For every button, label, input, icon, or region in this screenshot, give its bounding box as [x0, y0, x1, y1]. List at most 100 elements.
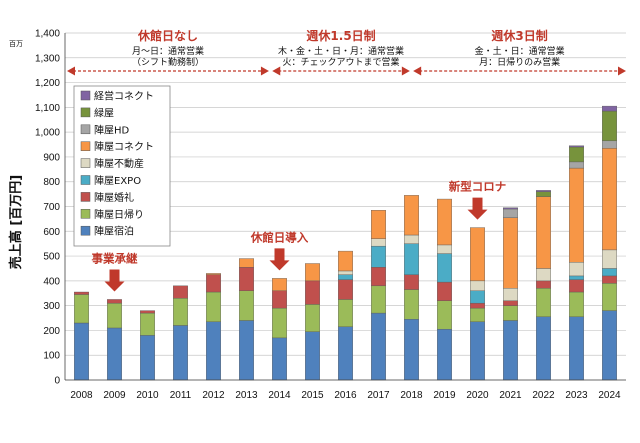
annotation-label: 休館日導入 [250, 230, 309, 244]
bar-segment [272, 278, 287, 291]
bar-segment [536, 196, 551, 269]
bar-segment [206, 273, 221, 275]
legend-label: 陣屋不動産 [94, 157, 144, 170]
bar-segment [470, 280, 485, 291]
x-tick-label: 2015 [301, 390, 324, 401]
bar-segment [602, 275, 617, 284]
phase-arrow-left [413, 66, 422, 76]
y-tick-label: 1,300 [35, 53, 60, 64]
bar-segment [140, 312, 155, 336]
bar-segment [206, 291, 221, 322]
bar-stacks [74, 105, 617, 381]
bar-segment [602, 140, 617, 149]
x-tick-label: 2022 [532, 390, 555, 401]
bar-segment [404, 243, 419, 275]
y-tick-label: 600 [43, 227, 60, 238]
bar-segment [173, 285, 188, 299]
x-tick-label: 2024 [598, 390, 621, 401]
bar-segment [470, 302, 485, 309]
bar-segment [74, 322, 89, 381]
bar-segment [569, 275, 584, 280]
bar-segment [338, 274, 353, 280]
axes: 0 100 200 300 400 500 600 700 800 900 1,000 1,100 1,… [35, 29, 626, 401]
bar-segment [602, 283, 617, 311]
y-tick-label: 500 [43, 252, 60, 263]
y-tick-label: 300 [43, 301, 60, 312]
bar-segment [470, 227, 485, 282]
phase-subtitle: 月：日帰りのみ営業 [479, 56, 560, 68]
phase-subtitle: 月～日：通常営業 [132, 45, 204, 57]
legend-label: 陣屋婚礼 [94, 191, 134, 204]
bar-segment [536, 288, 551, 317]
bar-segment [536, 268, 551, 282]
legend-label: 緑屋 [94, 106, 114, 119]
phase-arrow-left [67, 66, 75, 76]
y-tick-label: 800 [43, 177, 60, 188]
x-tick-label: 2023 [565, 390, 588, 401]
bar-segment [503, 217, 518, 289]
phase-title: 休館日なし [137, 28, 198, 43]
y-tick-label: 1,100 [35, 103, 60, 114]
y-axis-label: 売上高 [百万円] [8, 175, 24, 269]
bar-segment [107, 302, 122, 329]
bar-segment [602, 249, 617, 269]
bar-segment [536, 191, 551, 197]
bar-segment [305, 304, 320, 332]
annotations: 事業承継 休館日導入 新型コロナ [92, 180, 507, 292]
bar-segment [305, 280, 320, 305]
legend-label: 経営コネクト [94, 90, 154, 103]
x-tick-label: 2020 [466, 390, 489, 401]
phase-subtitle: 火：チェックアウトまで営業 [283, 56, 400, 68]
y-tick-label: 700 [43, 202, 60, 213]
bar-segment [602, 148, 617, 251]
legend-label: 陣屋EXPO [94, 174, 141, 187]
bar-segment [239, 320, 254, 381]
x-tick-label: 2016 [334, 390, 357, 401]
bar-segment [437, 244, 452, 254]
phase-arrow-right [401, 66, 410, 76]
phase-arrow-right [260, 66, 269, 76]
x-tick-label: 2017 [367, 390, 390, 401]
x-tick-label: 2014 [268, 390, 291, 401]
annotation-label: 事業承継 [92, 251, 138, 265]
bar-segment [239, 267, 254, 291]
annotation-arrow [104, 269, 125, 292]
bar-segment [338, 270, 353, 275]
bar-segment [437, 300, 452, 330]
bar-segment [569, 291, 584, 317]
phase-title: 週休3日制 [491, 28, 547, 43]
bar-segment [602, 310, 617, 381]
bar-segment [569, 145, 584, 148]
phase-arrow-right [618, 66, 626, 76]
bar-segment [371, 238, 386, 247]
bar-segment [206, 321, 221, 381]
bar-segment [536, 280, 551, 289]
annotation-label: 新型コロナ [449, 180, 507, 194]
bar-segment [74, 291, 89, 295]
bar-segment [107, 299, 122, 304]
x-tick-label: 2021 [499, 390, 522, 401]
bar-segment [536, 316, 551, 381]
bar-segment [569, 161, 584, 169]
bar-segment [371, 245, 386, 268]
bar-segment [503, 300, 518, 306]
bar-segment [503, 305, 518, 321]
bar-segment [470, 307, 485, 322]
bar-segment [503, 320, 518, 381]
bar-segment [371, 312, 386, 381]
y-tick-label: 0 [54, 376, 60, 387]
x-tick-label: 2012 [202, 390, 225, 401]
bar-segment [371, 285, 386, 314]
x-tick-label: 2009 [103, 390, 126, 401]
bar-segment [140, 335, 155, 381]
phase-subtitle: 金・土・日：通常営業 [475, 45, 565, 57]
legend-swatch [80, 158, 91, 168]
phase-title: 週休1.5日制 [306, 28, 375, 43]
legend-label: 陣屋HD [94, 123, 130, 136]
bar-segment [569, 262, 584, 277]
legend-swatch [80, 141, 91, 151]
bar-segment [437, 198, 452, 246]
